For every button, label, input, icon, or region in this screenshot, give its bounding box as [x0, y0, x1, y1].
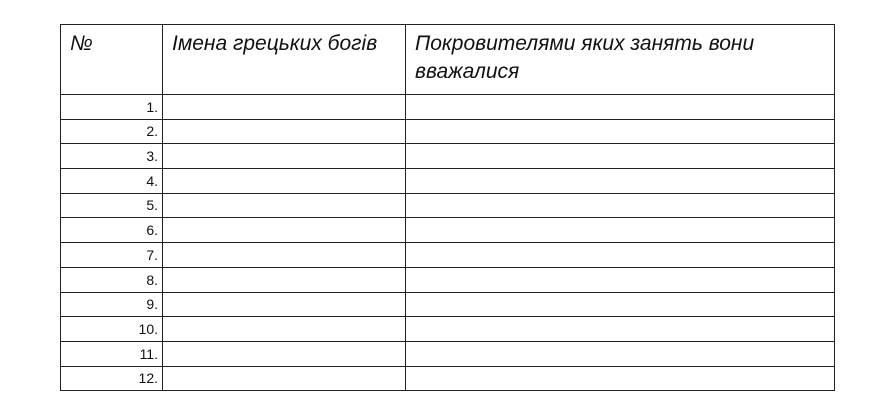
table-row: 10. — [60, 316, 835, 342]
table-row: 7. — [60, 242, 835, 268]
god-name-cell[interactable] — [162, 192, 406, 219]
table-row: 1. — [60, 94, 835, 120]
row-number: 7. — [60, 242, 163, 268]
patronage-cell[interactable] — [405, 365, 835, 392]
row-number: 1. — [60, 94, 163, 120]
row-number: 4. — [60, 168, 163, 194]
gods-table: № Імена грецьких богів Покровителями яки… — [60, 24, 835, 392]
god-name-cell[interactable] — [162, 217, 406, 244]
god-name-cell[interactable] — [162, 316, 406, 342]
row-number: 5. — [60, 192, 163, 219]
god-name-cell[interactable] — [162, 291, 406, 318]
header-god-names: Імена грецьких богів — [162, 24, 406, 95]
row-number: 2. — [60, 118, 163, 145]
patronage-cell[interactable] — [405, 242, 835, 268]
row-number: 8. — [60, 266, 163, 293]
table-row: 12. — [60, 365, 835, 392]
table-row: 8. — [60, 266, 835, 293]
row-number: 9. — [60, 291, 163, 318]
patronage-cell[interactable] — [405, 168, 835, 194]
header-number: № — [60, 24, 163, 95]
patronage-cell[interactable] — [405, 217, 835, 244]
god-name-cell[interactable] — [162, 266, 406, 293]
god-name-cell[interactable] — [162, 168, 406, 194]
table-row: 4. — [60, 168, 835, 194]
table-row: 2. — [60, 118, 835, 145]
header-row: № Імена грецьких богів Покровителями яки… — [60, 24, 835, 95]
patronage-cell[interactable] — [405, 340, 835, 367]
table-row: 11. — [60, 340, 835, 367]
god-name-cell[interactable] — [162, 242, 406, 268]
god-name-cell[interactable] — [162, 94, 406, 120]
patronage-cell[interactable] — [405, 143, 835, 170]
god-name-cell[interactable] — [162, 118, 406, 145]
patronage-cell[interactable] — [405, 266, 835, 293]
patronage-cell[interactable] — [405, 118, 835, 145]
god-name-cell[interactable] — [162, 340, 406, 367]
row-number: 6. — [60, 217, 163, 244]
god-name-cell[interactable] — [162, 143, 406, 170]
table-row: 6. — [60, 217, 835, 244]
patronage-cell[interactable] — [405, 192, 835, 219]
table-row: 9. — [60, 291, 835, 318]
patronage-cell[interactable] — [405, 94, 835, 120]
table-row: 5. — [60, 192, 835, 219]
patronage-cell[interactable] — [405, 316, 835, 342]
table-row: 3. — [60, 143, 835, 170]
row-number: 12. — [60, 365, 163, 392]
row-number: 11. — [60, 340, 163, 367]
row-number: 3. — [60, 143, 163, 170]
patronage-cell[interactable] — [405, 291, 835, 318]
header-patronage: Покровителями яких занять вони вважалися — [405, 24, 835, 95]
god-name-cell[interactable] — [162, 365, 406, 392]
row-number: 10. — [60, 316, 163, 342]
